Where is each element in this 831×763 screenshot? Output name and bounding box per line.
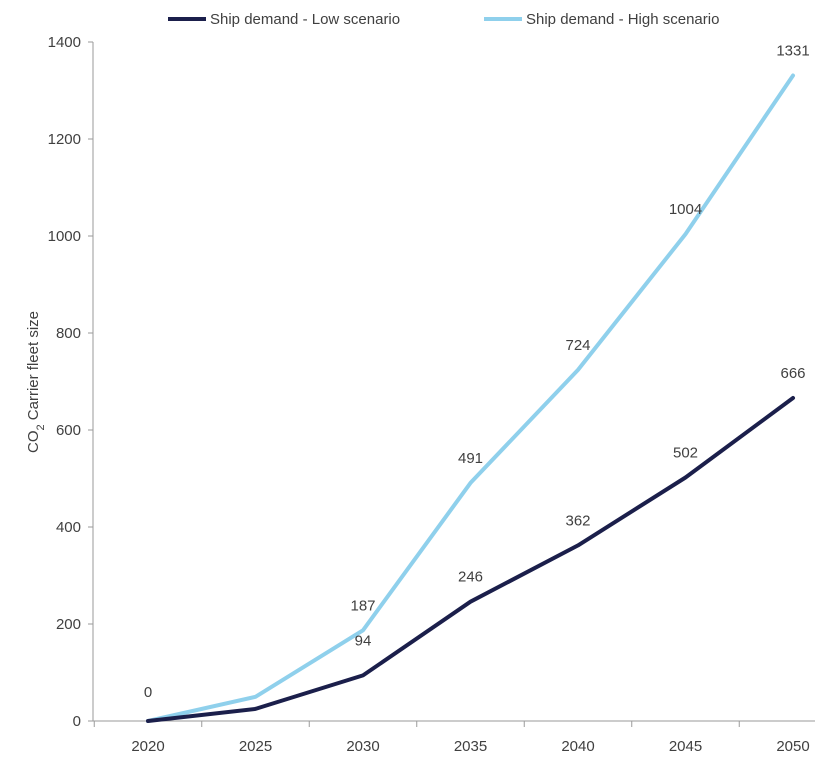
y-tick-label: 600 [56, 422, 81, 439]
data-label: 491 [458, 450, 483, 467]
y-tick-label: 1200 [48, 131, 81, 148]
series-line-low-scenario [146, 396, 795, 723]
y-tick-label: 800 [56, 325, 81, 342]
series-layer [146, 73, 795, 723]
legend-label-high-scenario: Ship demand - High scenario [526, 11, 719, 28]
x-tick-label: 2035 [454, 738, 487, 755]
y-tick-label: 400 [56, 519, 81, 536]
data-label: 724 [565, 337, 590, 354]
x-tick-label: 2050 [776, 738, 809, 755]
data-label: 94 [355, 632, 372, 649]
x-tick-label: 2025 [239, 738, 272, 755]
data-label: 362 [565, 512, 590, 529]
y-tick-label: 0 [73, 713, 81, 730]
series-line-high-scenario [146, 73, 795, 723]
data-label: 246 [458, 569, 483, 586]
legend: Ship demand - Low scenario Ship demand - … [168, 11, 719, 28]
data-label: 1331 [776, 42, 809, 59]
y-tick-label: 200 [56, 616, 81, 633]
data-label: 0 [144, 684, 152, 701]
data-label: 1004 [669, 201, 702, 218]
x-tick-label: 2030 [346, 738, 379, 755]
data-label: 187 [350, 597, 375, 614]
x-tick-label: 2045 [669, 738, 702, 755]
legend-label-low-scenario: Ship demand - Low scenario [210, 11, 400, 28]
x-tick-label: 2020 [131, 738, 164, 755]
axes: 0 200 400 600 800 1000 1200 1400 2020 2025 2030 203… [48, 34, 815, 755]
data-label: 502 [673, 445, 698, 462]
data-label: 666 [780, 365, 805, 382]
x-tick-label: 2040 [561, 738, 594, 755]
data-labels: 94 246 362 502 666 0 187 491 724 1004 1331 [144, 42, 810, 701]
y-tick-label: 1400 [48, 34, 81, 51]
y-tick-label: 1000 [48, 228, 81, 245]
y-axis-title: CO2 Carrier fleet size [25, 311, 47, 453]
